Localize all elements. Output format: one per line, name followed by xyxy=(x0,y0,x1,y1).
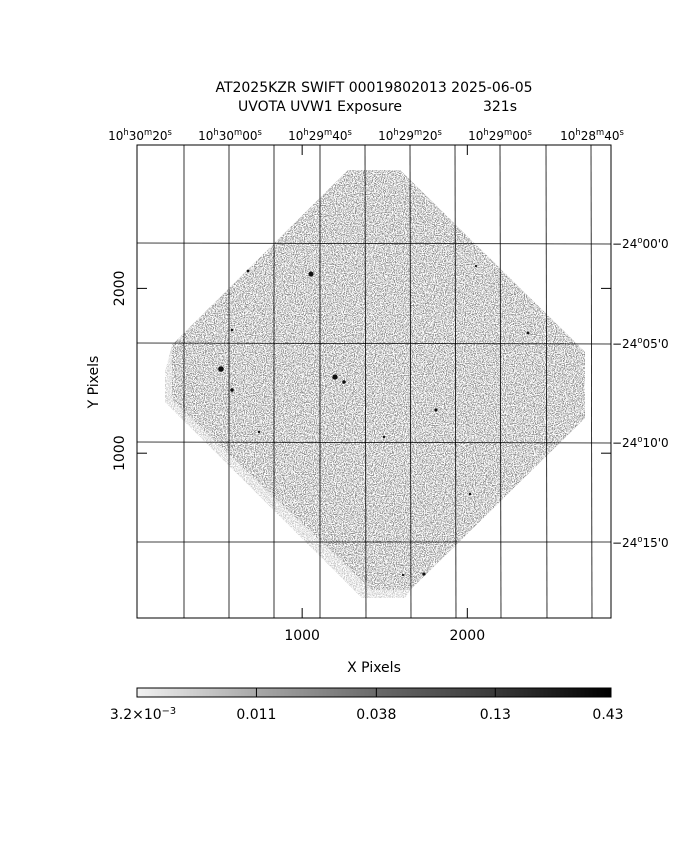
label-sup: o xyxy=(637,434,642,444)
label-part: 10 xyxy=(288,129,303,143)
x-tick-label: 1000 xyxy=(284,628,320,644)
label-part: 10 xyxy=(378,129,393,143)
label-part: 10 xyxy=(468,129,483,143)
label-part: 29 xyxy=(489,129,504,143)
label-part: 29 xyxy=(399,129,414,143)
colorbar-tick-label: 3.2×10−3 xyxy=(110,706,176,724)
dec-line xyxy=(136,242,612,245)
ra-line xyxy=(545,144,548,619)
colorbar-tick-label: 0.011 xyxy=(236,707,276,723)
ra-line xyxy=(499,144,502,619)
label-part: 20 xyxy=(152,129,167,143)
label-part: 28 xyxy=(581,129,596,143)
label-part: 10 xyxy=(560,129,575,143)
colorbar-tick-label: 0.13 xyxy=(480,707,511,723)
y-tick-label: 1000 xyxy=(112,435,128,471)
label-sup: s xyxy=(167,127,171,137)
dec-label: −24o00'0 xyxy=(612,235,669,251)
label-sup: s xyxy=(527,127,531,137)
label-sup: o xyxy=(637,335,642,345)
label-sup: h xyxy=(483,127,488,137)
subtitle: UVOTA UVW1 Exposure xyxy=(238,99,402,115)
label-part: 10'0 xyxy=(642,436,668,450)
label-sup: h xyxy=(123,127,128,137)
label-part: −24 xyxy=(612,536,637,550)
label-sup: m xyxy=(596,127,604,137)
ra-label: 10h30m00s xyxy=(198,127,262,143)
label-sup: m xyxy=(504,127,512,137)
ra-line xyxy=(409,144,412,619)
plot-frame xyxy=(136,144,612,619)
label-sup: o xyxy=(637,534,642,544)
colorbar-tick-label: 0.43 xyxy=(592,707,623,723)
label-sup: m xyxy=(324,127,332,137)
label-part: 29 xyxy=(309,129,324,143)
coordinate-grid xyxy=(136,144,612,619)
ra-line xyxy=(364,144,367,619)
label-sup: −3 xyxy=(162,706,176,717)
label-part: 00 xyxy=(512,129,527,143)
label-sup: o xyxy=(637,235,642,245)
x-tick-label: 2000 xyxy=(449,628,485,644)
label-sup: s xyxy=(437,127,441,137)
ra-label: 10h28m40s xyxy=(560,127,624,143)
label-part: 05'0 xyxy=(642,337,668,351)
label-sup: m xyxy=(234,127,242,137)
label-part: 10 xyxy=(198,129,213,143)
label-sup: s xyxy=(619,127,623,137)
label-part: −24 xyxy=(612,237,637,251)
y-axis-label: Y Pixels xyxy=(86,356,102,410)
label-sup: s xyxy=(347,127,351,137)
label-part: 30 xyxy=(129,129,144,143)
sources xyxy=(218,264,530,577)
label-sup: s xyxy=(257,127,261,137)
label-part: 00 xyxy=(242,129,257,143)
dec-label: −24o15'0 xyxy=(612,534,669,550)
sky-image xyxy=(165,170,585,598)
label-part: 3.2×10 xyxy=(110,707,162,723)
title: AT2025KZR SWIFT 00019802013 2025-06-05 xyxy=(215,80,532,96)
dec-line xyxy=(136,441,612,444)
ra-label: 10h30m20s xyxy=(108,127,172,143)
label-sup: h xyxy=(213,127,218,137)
label-part: 30 xyxy=(219,129,234,143)
colorbar-tick-label: 0.038 xyxy=(356,707,396,723)
ra-label: 10h29m00s xyxy=(468,127,532,143)
dec-line xyxy=(136,342,612,345)
label-part: 10 xyxy=(108,129,123,143)
image-exposure xyxy=(172,170,585,590)
x-axis-label: X Pixels xyxy=(347,660,401,676)
label-part: −24 xyxy=(612,436,637,450)
label-sup: m xyxy=(144,127,152,137)
label-sup: h xyxy=(303,127,308,137)
label-part: 00'0 xyxy=(642,237,668,251)
ra-label: 10h29m20s xyxy=(378,127,442,143)
dec-label: −24o10'0 xyxy=(612,434,669,450)
label-part: 40 xyxy=(604,129,619,143)
label-sup: h xyxy=(575,127,580,137)
label-part: 20 xyxy=(422,129,437,143)
dec-label: −24o05'0 xyxy=(612,335,669,351)
label-sup: h xyxy=(393,127,398,137)
exposure: 321s xyxy=(483,99,517,115)
colorbar xyxy=(136,687,612,698)
ra-label: 10h29m40s xyxy=(288,127,352,143)
ra-line xyxy=(590,144,593,619)
label-part: 15'0 xyxy=(642,536,668,550)
label-sup: m xyxy=(414,127,422,137)
label-part: −24 xyxy=(612,337,637,351)
y-tick-label: 2000 xyxy=(112,271,128,307)
ra-line xyxy=(454,144,457,619)
label-part: 40 xyxy=(332,129,347,143)
